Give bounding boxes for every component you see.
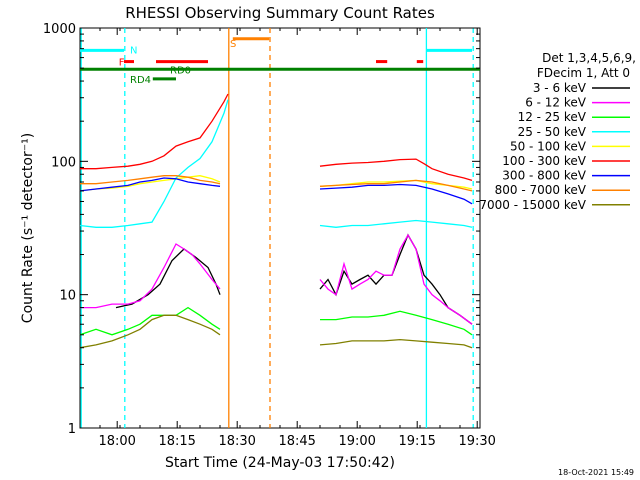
series-line bbox=[79, 175, 473, 192]
plot-frame bbox=[79, 27, 481, 429]
annotation-label: S bbox=[230, 39, 236, 50]
chart-title: RHESSI Observing Summary Count Rates bbox=[125, 4, 435, 22]
x-tick-label: 19:15 bbox=[398, 434, 435, 449]
annotation-label: F bbox=[119, 58, 125, 69]
y-tick-label: 1 bbox=[68, 422, 76, 437]
legend-label: 7000 - 15000 keV bbox=[479, 198, 586, 212]
series-line bbox=[79, 177, 473, 205]
footer-date: 18-Oct-2021 15:49 bbox=[558, 468, 634, 477]
x-tick-label: 18:15 bbox=[158, 434, 195, 449]
annotation-label: N bbox=[130, 45, 137, 56]
vertical-markers bbox=[80, 28, 474, 428]
series-line bbox=[79, 314, 473, 349]
annotation-labels: NF RD0 RD4 S bbox=[119, 39, 237, 86]
series-line bbox=[80, 233, 473, 325]
legend-label: 100 - 300 keV bbox=[502, 154, 586, 168]
legend-header-line-1: Det 1,3,4,5,6,9, bbox=[542, 51, 636, 65]
annotation-bars bbox=[80, 37, 480, 81]
legend-label: 25 - 50 keV bbox=[518, 125, 587, 139]
y-axis-label: Count Rate (s⁻¹ detector⁻¹) bbox=[20, 133, 36, 323]
x-tick-label: 19:00 bbox=[338, 434, 375, 449]
x-tick-label: 18:45 bbox=[278, 434, 315, 449]
y-tick-label: 100 bbox=[51, 155, 76, 170]
series-line bbox=[79, 99, 473, 228]
y-tick-label: 10 bbox=[59, 289, 76, 304]
x-axis: 18:00 18:15 18:30 18:45 19:00 19:15 19:30 bbox=[79, 28, 496, 449]
x-tick-label: 18:30 bbox=[218, 434, 255, 449]
y-axis: 1 10 100 1000 bbox=[43, 22, 480, 437]
series-line bbox=[115, 233, 473, 325]
series-line bbox=[79, 306, 473, 336]
x-tick-label: 18:00 bbox=[98, 434, 135, 449]
legend-header-line-2: FDecim 1, Att 0 bbox=[537, 66, 630, 80]
annotation-label: RD4 bbox=[130, 75, 151, 86]
y-tick-label: 1000 bbox=[43, 22, 76, 37]
legend-label: 300 - 800 keV bbox=[502, 169, 586, 183]
x-axis-label: Start Time (24-May-03 17:50:42) bbox=[165, 455, 395, 471]
legend-label: 6 - 12 keV bbox=[525, 96, 587, 110]
legend-label: 3 - 6 keV bbox=[533, 81, 587, 95]
series-line bbox=[80, 93, 473, 182]
legend-label: 50 - 100 keV bbox=[510, 139, 587, 153]
x-tick-label: 19:30 bbox=[458, 434, 495, 449]
series-line bbox=[80, 175, 473, 192]
legend-label: 800 - 7000 keV bbox=[495, 183, 587, 197]
series-lines bbox=[79, 93, 473, 349]
annotation-label: RD0 bbox=[170, 65, 191, 76]
legend: Det 1,3,4,5,6,9, FDecim 1, Att 0 3 - 6 k… bbox=[479, 51, 636, 212]
legend-label: 12 - 25 keV bbox=[518, 110, 587, 124]
